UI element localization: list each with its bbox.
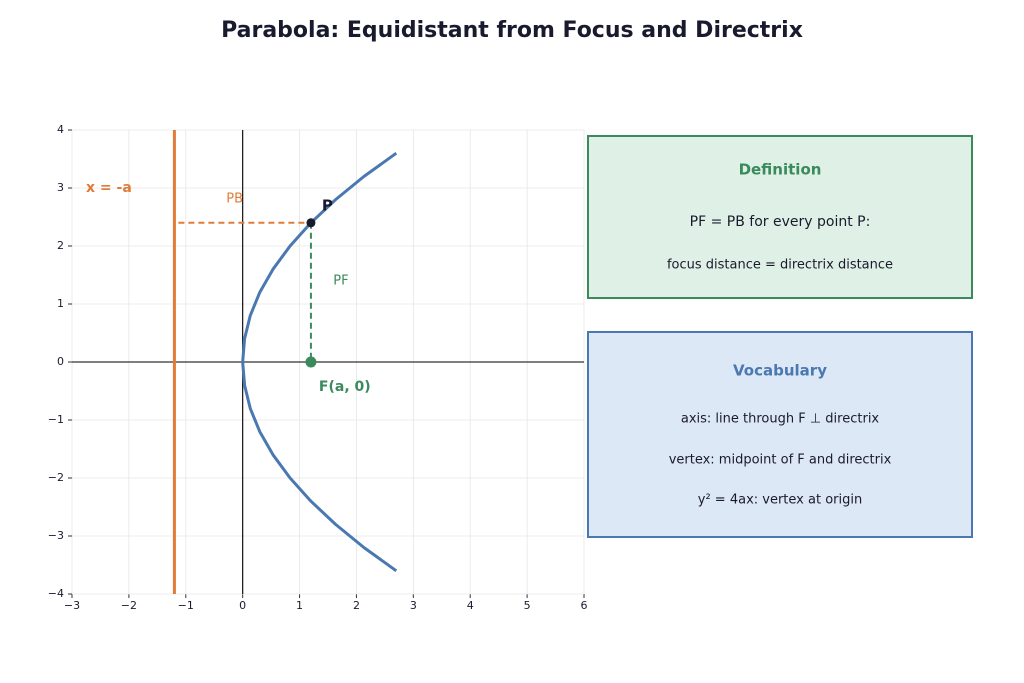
x-tick-label: 6	[581, 599, 588, 612]
y-tick-label: 1	[57, 297, 64, 310]
y-tick-label: −4	[48, 587, 64, 600]
definition-line: PF = PB for every point P:	[690, 214, 871, 230]
vocabulary-line: y² = 4ax: vertex at origin	[698, 493, 862, 508]
y-tick-label: −3	[48, 529, 64, 542]
x-tick-label: 3	[410, 599, 417, 612]
point-p	[306, 218, 316, 228]
definition-box	[587, 135, 973, 299]
point-label: P	[322, 196, 333, 214]
y-tick-label: −2	[48, 471, 64, 484]
vocabulary-line: axis: line through F ⊥ directrix	[681, 412, 880, 427]
y-tick-label: 0	[57, 355, 64, 368]
y-tick-label: 2	[57, 239, 64, 252]
y-tick-label: −1	[48, 413, 64, 426]
x-tick-label: −3	[64, 599, 80, 612]
x-tick-label: −2	[121, 599, 137, 612]
x-tick-label: 0	[239, 599, 246, 612]
definition-line: focus distance = directrix distance	[667, 258, 893, 273]
y-tick-label: 4	[57, 123, 64, 136]
x-tick-label: 2	[353, 599, 360, 612]
pf-label: PF	[333, 273, 348, 288]
chart-title: Parabola: Equidistant from Focus and Dir…	[221, 18, 803, 43]
focus-point	[305, 356, 317, 368]
y-tick-label: 3	[57, 181, 64, 194]
vocabulary-line: vertex: midpoint of F and directrix	[669, 453, 892, 468]
focus-label: F(a, 0)	[319, 379, 371, 395]
x-tick-label: 5	[524, 599, 531, 612]
x-tick-label: 1	[296, 599, 303, 612]
vocabulary-box	[587, 331, 973, 538]
vocabulary-title: Vocabulary	[733, 362, 827, 380]
x-tick-label: 4	[467, 599, 474, 612]
x-tick-label: −1	[178, 599, 194, 612]
definition-title: Definition	[739, 161, 822, 179]
directrix-label: x = -a	[86, 180, 132, 196]
pb-label: PB	[226, 191, 243, 206]
